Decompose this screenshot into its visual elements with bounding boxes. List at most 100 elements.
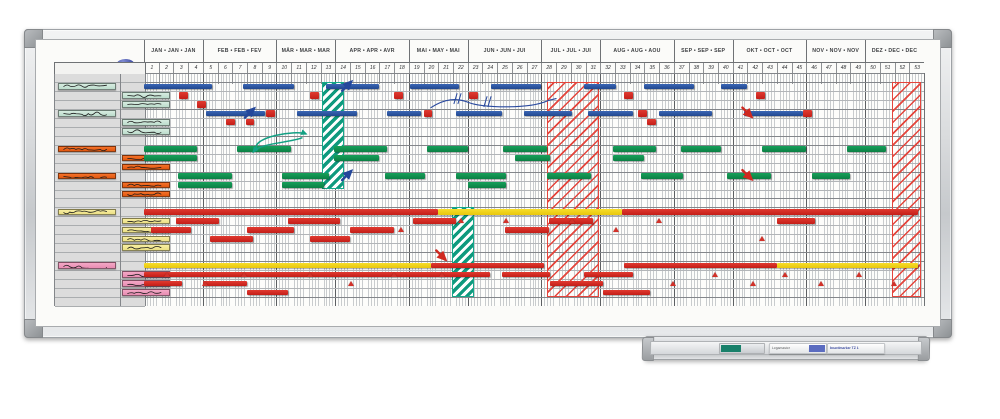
milestone-triangle-marker[interactable] bbox=[613, 227, 619, 233]
marker-square-magnet[interactable] bbox=[196, 101, 206, 108]
task-bar-magnet[interactable] bbox=[613, 146, 657, 152]
milestone-triangle-marker[interactable] bbox=[749, 280, 756, 286]
task-bar-magnet[interactable] bbox=[584, 83, 617, 90]
milestone-triangle-marker[interactable] bbox=[502, 218, 509, 224]
task-bar-magnet[interactable] bbox=[603, 289, 651, 296]
marker-square-magnet[interactable] bbox=[638, 110, 648, 117]
task-bar-magnet[interactable] bbox=[236, 146, 292, 152]
task-bar-magnet[interactable] bbox=[776, 218, 816, 224]
task-bar-magnet[interactable] bbox=[144, 209, 439, 215]
task-bar-magnet[interactable] bbox=[288, 218, 340, 224]
task-bar-magnet[interactable] bbox=[584, 271, 633, 278]
task-bar-magnet[interactable] bbox=[503, 146, 548, 152]
task-bar-magnet[interactable] bbox=[144, 83, 212, 90]
sub-label-column[interactable] bbox=[120, 73, 146, 307]
milestone-hatched-band[interactable] bbox=[322, 81, 345, 190]
marker-square-magnet[interactable] bbox=[310, 92, 320, 99]
task-bar-magnet[interactable] bbox=[385, 173, 426, 179]
task-bar-magnet[interactable] bbox=[386, 110, 421, 117]
group-label-magnet[interactable] bbox=[58, 83, 116, 90]
task-bar-magnet[interactable] bbox=[202, 280, 247, 287]
shutdown-hatched-band[interactable] bbox=[891, 81, 922, 298]
task-bar-magnet[interactable] bbox=[726, 173, 771, 179]
task-bar-magnet[interactable] bbox=[413, 218, 456, 224]
marker-square-magnet[interactable] bbox=[266, 110, 275, 117]
pen-tray[interactable]: Legamaster boardmarker TZ 1 bbox=[641, 336, 931, 361]
task-bar-magnet[interactable] bbox=[144, 155, 197, 161]
task-bar-magnet[interactable] bbox=[297, 110, 358, 117]
marker-pen-legamaster[interactable]: Legamaster bbox=[768, 343, 828, 354]
task-bar-magnet[interactable] bbox=[588, 110, 633, 117]
task-bar-magnet[interactable] bbox=[144, 280, 183, 287]
marker-square-magnet[interactable] bbox=[756, 92, 766, 99]
task-bar-magnet[interactable] bbox=[350, 227, 395, 233]
task-bar-magnet[interactable] bbox=[144, 271, 490, 278]
task-bar-magnet[interactable] bbox=[491, 83, 542, 90]
task-bar-magnet[interactable] bbox=[456, 110, 502, 117]
milestone-triangle-marker[interactable] bbox=[240, 271, 247, 277]
task-bar-magnet[interactable] bbox=[644, 83, 695, 90]
sub-label-magnet[interactable] bbox=[122, 101, 170, 108]
milestone-triangle-marker[interactable] bbox=[670, 280, 677, 286]
sub-label-magnet[interactable] bbox=[122, 190, 170, 198]
milestone-triangle-marker[interactable] bbox=[711, 271, 718, 277]
sub-label-magnet[interactable] bbox=[122, 217, 170, 225]
task-bar-magnet[interactable] bbox=[456, 173, 507, 179]
marker-square-magnet[interactable] bbox=[423, 110, 433, 117]
task-bar-magnet[interactable] bbox=[410, 83, 459, 90]
group-label-magnet[interactable] bbox=[58, 145, 116, 153]
task-bar-magnet[interactable] bbox=[641, 173, 683, 179]
task-bar-magnet[interactable] bbox=[613, 155, 645, 161]
marker-square-magnet[interactable] bbox=[394, 92, 404, 99]
milestone-triangle-marker[interactable] bbox=[390, 271, 397, 277]
group-label-column[interactable] bbox=[54, 73, 122, 307]
task-bar-magnet[interactable] bbox=[812, 173, 851, 179]
task-bar-magnet[interactable] bbox=[426, 146, 468, 152]
milestone-triangle-marker[interactable] bbox=[439, 271, 446, 277]
sub-label-magnet[interactable] bbox=[122, 92, 170, 99]
sub-label-magnet[interactable] bbox=[122, 244, 170, 252]
group-label-magnet[interactable] bbox=[58, 262, 116, 269]
task-bar-magnet[interactable] bbox=[504, 227, 549, 233]
sub-label-magnet[interactable] bbox=[122, 181, 170, 189]
task-bar-magnet[interactable] bbox=[242, 83, 295, 90]
task-bar-magnet[interactable] bbox=[523, 110, 573, 117]
task-bar-magnet[interactable] bbox=[176, 218, 220, 224]
task-bar-magnet[interactable] bbox=[205, 110, 265, 117]
group-label-magnet[interactable] bbox=[58, 208, 116, 216]
task-bar-magnet[interactable] bbox=[326, 83, 380, 90]
task-bar-magnet[interactable] bbox=[514, 155, 551, 161]
task-bar-magnet[interactable] bbox=[501, 271, 551, 278]
group-label-magnet[interactable] bbox=[58, 110, 116, 117]
milestone-triangle-marker[interactable] bbox=[817, 280, 824, 286]
task-bar-magnet[interactable] bbox=[210, 236, 253, 242]
marker-square-magnet[interactable] bbox=[623, 92, 633, 99]
marker-square-magnet[interactable] bbox=[803, 110, 813, 117]
task-bar-magnet[interactable] bbox=[282, 182, 324, 188]
marker-square-magnet[interactable] bbox=[245, 119, 255, 126]
task-bar-magnet[interactable] bbox=[151, 227, 192, 233]
sub-label-magnet[interactable] bbox=[122, 127, 170, 135]
task-bar-magnet[interactable] bbox=[144, 262, 431, 269]
task-bar-magnet[interactable] bbox=[762, 146, 807, 152]
marker-square-magnet[interactable] bbox=[647, 119, 657, 126]
task-bar-magnet[interactable] bbox=[438, 209, 623, 215]
sub-label-magnet[interactable] bbox=[122, 119, 170, 126]
task-bar-magnet[interactable] bbox=[177, 173, 233, 179]
task-bar-magnet[interactable] bbox=[720, 83, 748, 90]
task-bar-magnet[interactable] bbox=[776, 262, 919, 269]
task-bar-magnet[interactable] bbox=[467, 182, 507, 188]
milestone-triangle-marker[interactable] bbox=[202, 280, 209, 286]
task-bar-magnet[interactable] bbox=[847, 146, 886, 152]
milestone-triangle-marker[interactable] bbox=[568, 218, 575, 224]
task-bar-magnet[interactable] bbox=[430, 262, 545, 269]
shutdown-hatched-band[interactable] bbox=[547, 81, 599, 298]
milestone-triangle-marker[interactable] bbox=[758, 235, 765, 241]
task-bar-magnet[interactable] bbox=[622, 209, 919, 215]
sub-label-magnet[interactable] bbox=[122, 163, 170, 171]
task-bar-magnet[interactable] bbox=[247, 227, 295, 233]
task-bar-magnet[interactable] bbox=[659, 110, 713, 117]
task-bar-magnet[interactable] bbox=[144, 146, 197, 152]
milestone-triangle-marker[interactable] bbox=[306, 271, 313, 277]
